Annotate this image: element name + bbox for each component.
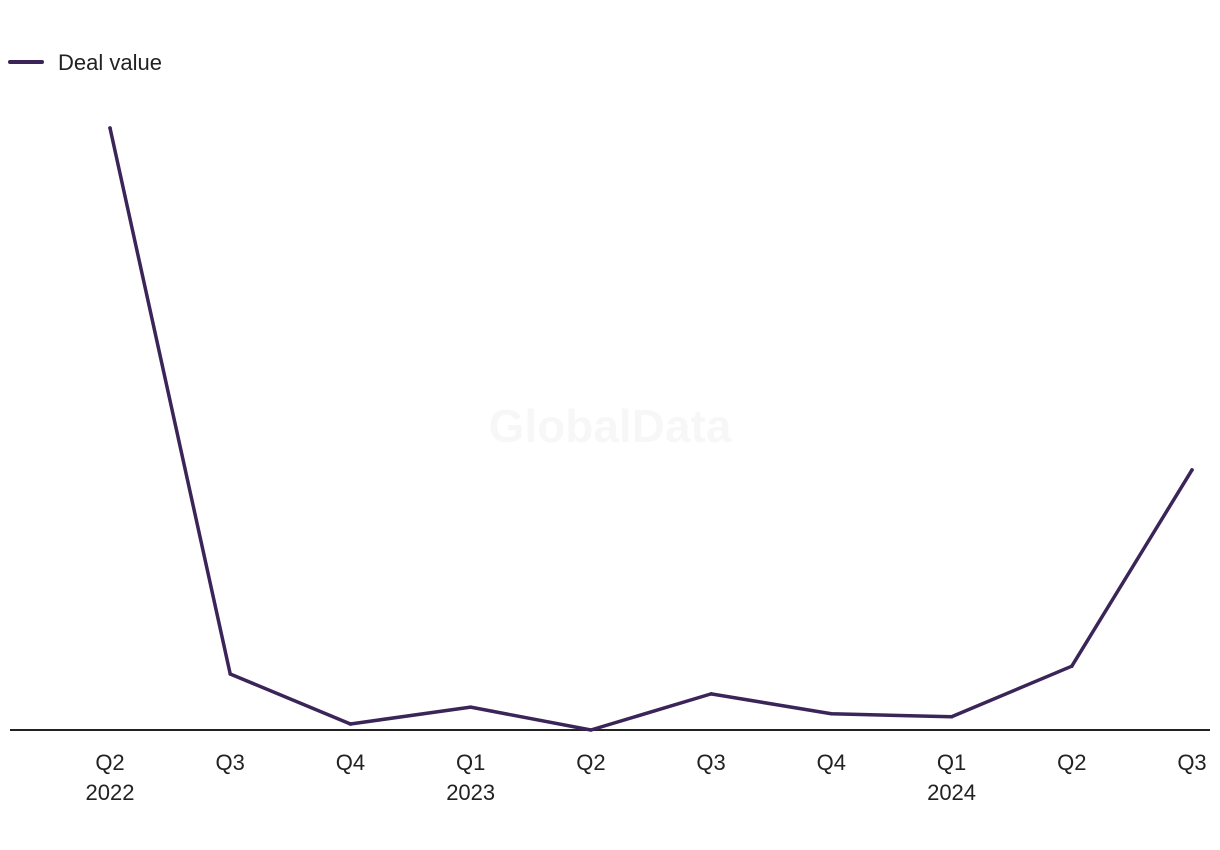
x-tick-quarter-0: Q2 (95, 750, 124, 775)
x-tick-quarter-6: Q4 (817, 750, 846, 775)
x-tick-quarter-3: Q1 (456, 750, 485, 775)
data-point-0 (108, 126, 112, 130)
x-tick-year-7: 2024 (927, 780, 976, 805)
data-point-7 (949, 714, 954, 719)
legend-label-deal-value: Deal value (58, 50, 162, 75)
x-tick-quarter-5: Q3 (696, 750, 725, 775)
legend: Deal value (8, 50, 162, 75)
series-layer (108, 126, 1194, 732)
x-tick-quarter-4: Q2 (576, 750, 605, 775)
x-tick-quarter-2: Q4 (336, 750, 365, 775)
x-tick-quarter-8: Q2 (1057, 750, 1086, 775)
data-point-5 (709, 692, 713, 696)
data-point-2 (348, 722, 353, 726)
series-line-deal-value (108, 126, 1194, 732)
data-point-1 (228, 672, 233, 676)
x-tick-year-0: 2022 (86, 780, 135, 805)
data-point-8 (1069, 664, 1074, 668)
x-tick-year-3: 2023 (446, 780, 495, 805)
data-point-9 (1190, 468, 1194, 472)
data-point-6 (829, 711, 834, 716)
watermark: GlobalData (489, 400, 732, 452)
x-tick-quarter-1: Q3 (216, 750, 245, 775)
x-tick-quarter-9: Q3 (1177, 750, 1206, 775)
data-point-4 (589, 728, 593, 732)
x-tick-quarter-7: Q1 (937, 750, 966, 775)
data-point-3 (468, 705, 473, 709)
x-tick-labels: Q2 2022 Q3 Q4 Q1 2023 Q2 Q3 Q4 Q1 2024 Q2 Q3 (86, 750, 1207, 805)
